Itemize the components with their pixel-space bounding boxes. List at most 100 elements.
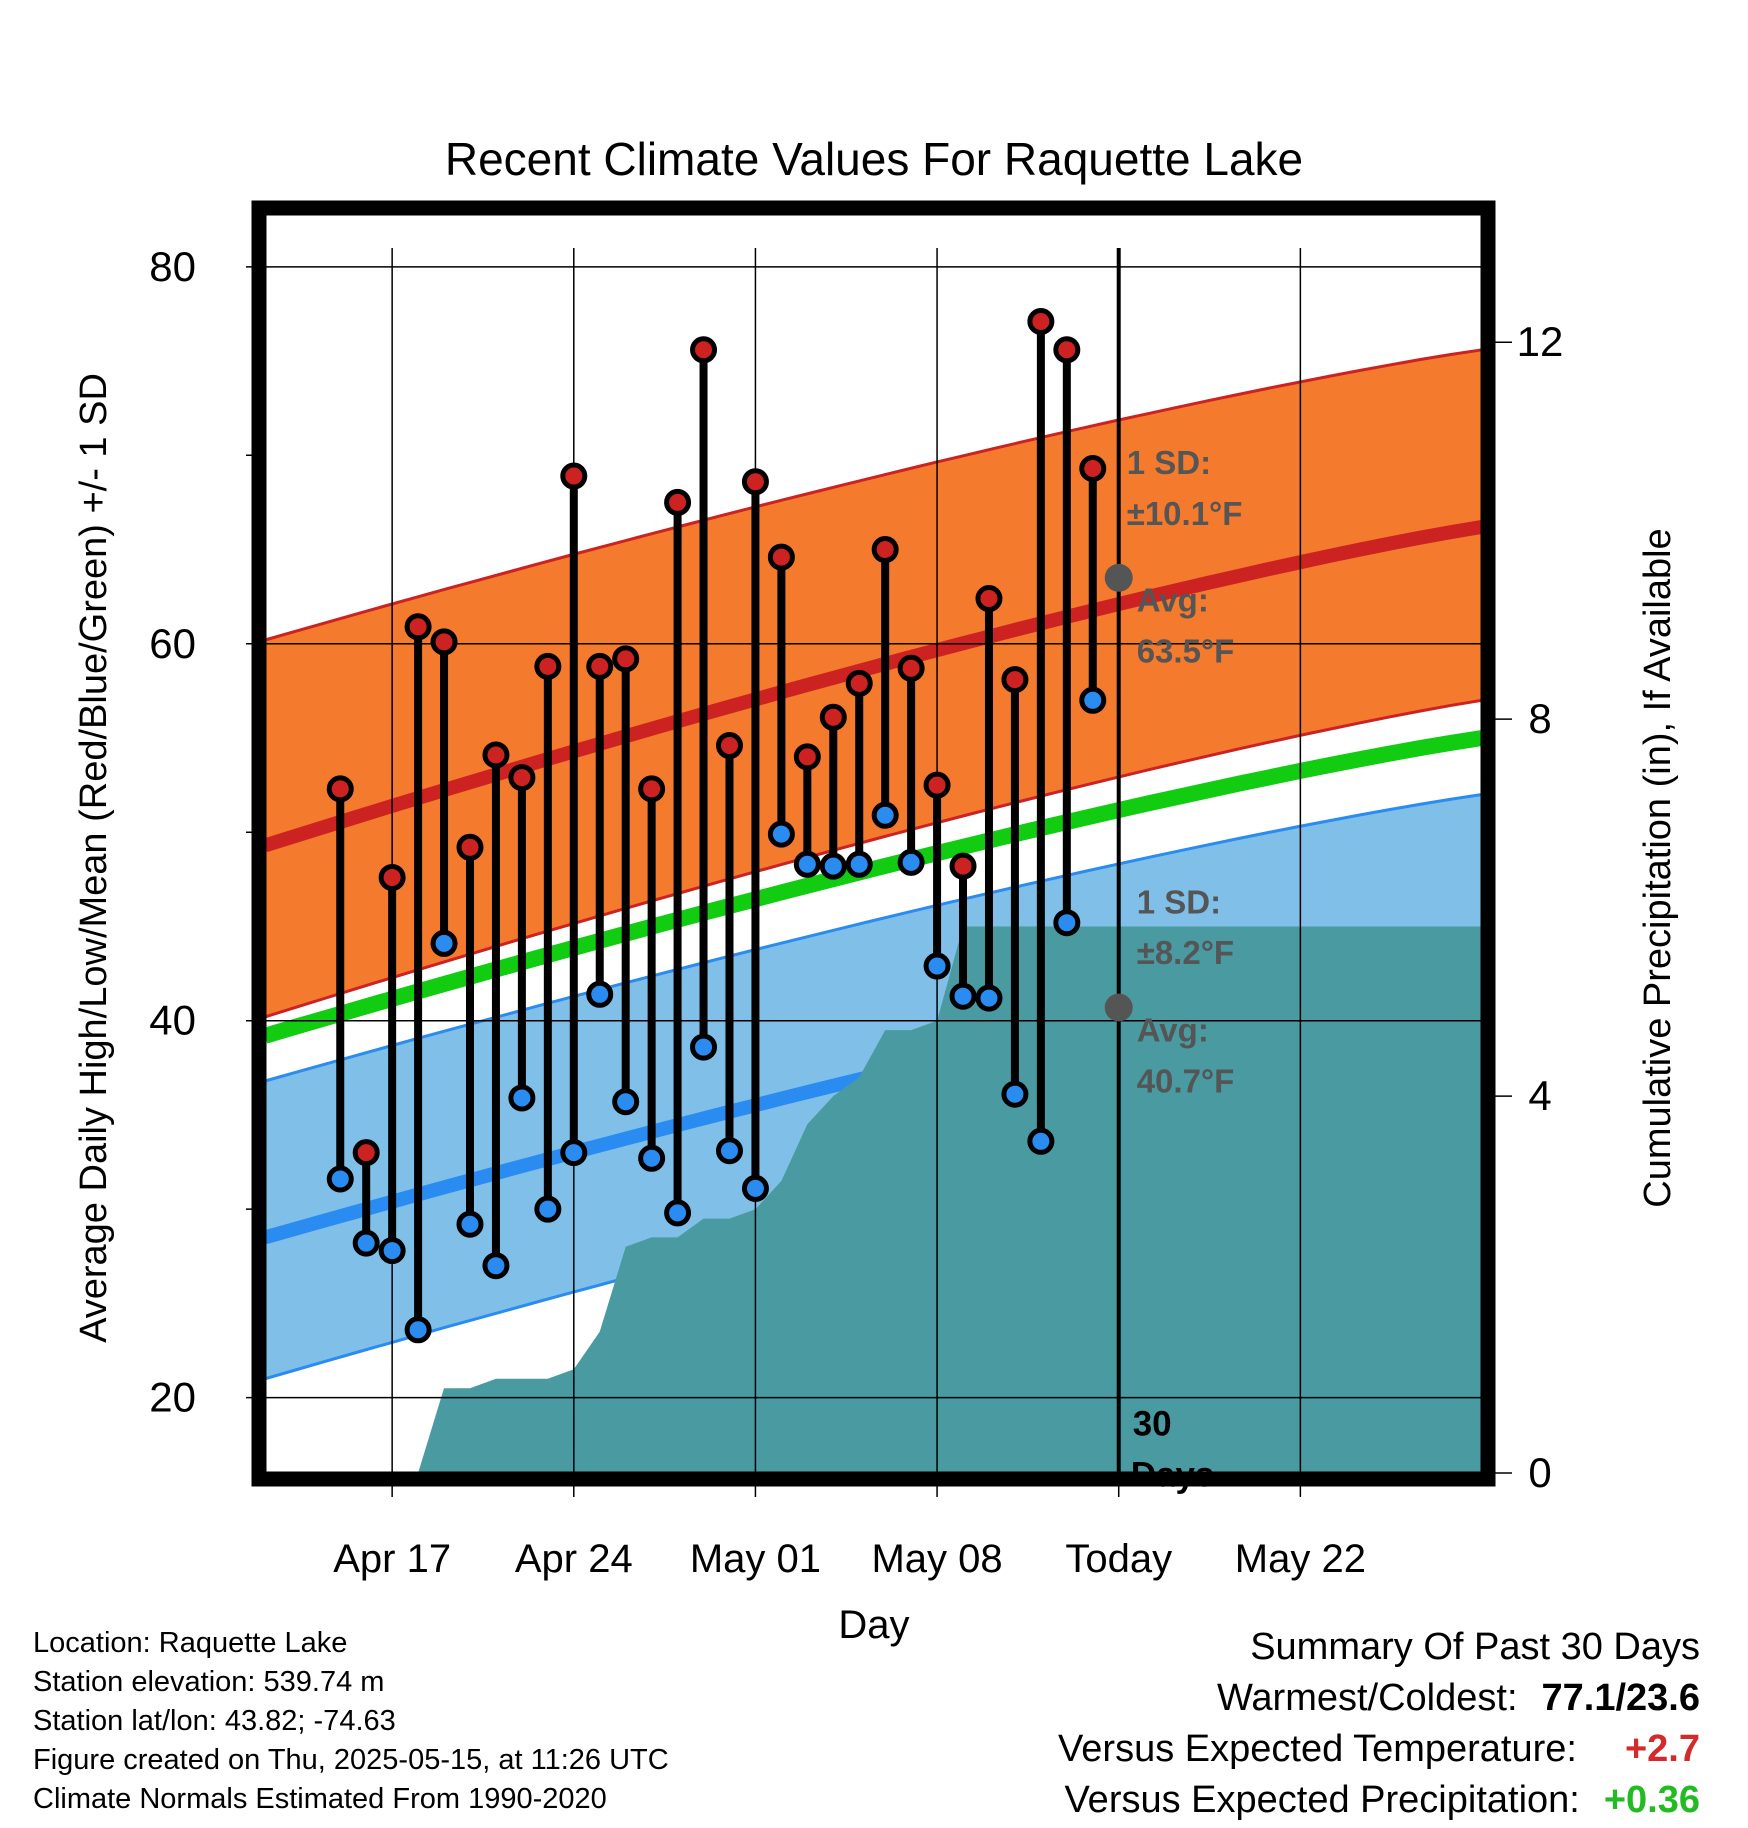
high-point: [1027, 308, 1055, 335]
high-point: [871, 536, 899, 564]
summary-temp-row: Versus Expected Temperature: +2.7: [1058, 1724, 1700, 1775]
x-tick-label: Today: [1065, 1537, 1172, 1581]
high-point: [767, 543, 795, 571]
latlon-text: Station lat/lon: 43.82; -74.63: [33, 1705, 396, 1737]
high-point: [638, 775, 666, 803]
y-tick-label: 80: [149, 243, 196, 290]
high-point: [1079, 455, 1107, 482]
created-text: Figure created on Thu, 2025-05-15, at 11…: [33, 1744, 669, 1776]
low-point: [664, 1199, 692, 1227]
high-sd-label-2: ±10.1°F: [1127, 495, 1243, 532]
low-point: [456, 1210, 484, 1238]
low-point: [1053, 909, 1081, 937]
low-point: [741, 1174, 769, 1202]
low-avg-label-2: 40.7°F: [1137, 1062, 1235, 1099]
high-point: [1001, 666, 1029, 694]
low-point: [560, 1139, 588, 1167]
high-point: [586, 652, 614, 680]
low-point: [508, 1084, 536, 1112]
high-point: [664, 488, 692, 516]
high-sd-band: [265, 349, 1482, 1017]
low-point: [819, 852, 847, 880]
low-point: [1079, 686, 1107, 714]
low-point: [767, 820, 795, 848]
precip-value: +0.36: [1603, 1779, 1700, 1821]
high-point: [793, 743, 821, 771]
high-point: [845, 669, 873, 697]
low-point: [326, 1165, 354, 1193]
location-text: Location: Raquette Lake: [33, 1627, 348, 1659]
high-point: [612, 645, 640, 673]
precip-label: Versus Expected Precipitation:: [1064, 1779, 1580, 1821]
warmest-value: 77.1/23.6: [1541, 1677, 1700, 1719]
low-point: [404, 1316, 432, 1344]
days-label-1: 30: [1133, 1404, 1172, 1443]
low-avg-label-1: Avg:: [1137, 1011, 1209, 1048]
chart-title: Recent Climate Values For Raquette Lake: [444, 133, 1304, 185]
high-point: [897, 654, 925, 682]
high-point: [430, 628, 458, 656]
high-sd-label-1: 1 SD:: [1127, 444, 1211, 481]
summary-panel: Summary Of Past 30 Days Warmest/Coldest:…: [1058, 1622, 1700, 1826]
y2-tick-label: 4: [1528, 1072, 1551, 1119]
high-point: [975, 585, 1003, 613]
summary-warmest-row: Warmest/Coldest: 77.1/23.6: [1058, 1673, 1700, 1724]
low-point: [430, 929, 458, 957]
high-point: [560, 462, 588, 490]
high-point: [690, 336, 718, 364]
high-point: [508, 764, 536, 792]
temp-value: +2.7: [1624, 1728, 1700, 1770]
y2-axis-label: Cumulative Precipitation (in), If Availa…: [1637, 528, 1679, 1207]
high-avg-label-2: 63.5°F: [1137, 633, 1235, 670]
y2-tick-label: 8: [1528, 695, 1551, 742]
summary-precip-row: Versus Expected Precipitation: +0.36: [1058, 1775, 1700, 1826]
y-axis-label: Average Daily High/Low/Mean (Red/Blue/Gr…: [73, 373, 115, 1343]
low-point: [949, 982, 977, 1010]
high-point: [378, 863, 406, 891]
high-point: [715, 732, 743, 760]
x-axis-label: Day: [838, 1603, 909, 1647]
low-sd-label-2: ±8.2°F: [1137, 934, 1234, 971]
low-point: [793, 850, 821, 878]
low-point: [923, 952, 951, 980]
x-tick-label: Apr 24: [515, 1537, 633, 1581]
x-tick-label: Apr 17: [333, 1537, 451, 1581]
high-point: [404, 613, 432, 641]
x-tick-label: May 22: [1235, 1537, 1366, 1581]
y-tick-label: 40: [149, 997, 196, 1044]
station-info: Location: Raquette Lake Station elevatio…: [33, 1624, 669, 1819]
high-point: [326, 775, 354, 803]
summary-heading: Summary Of Past 30 Days: [1250, 1626, 1700, 1668]
high-point: [923, 771, 951, 799]
high-point: [482, 741, 510, 769]
plot-frame: [251, 200, 1496, 1487]
high-point: [1053, 336, 1081, 364]
low-point: [690, 1033, 718, 1061]
y-tick-label: 60: [149, 620, 196, 667]
high-point: [456, 833, 484, 861]
high-point: [352, 1139, 380, 1167]
low-point: [1027, 1127, 1055, 1155]
low-point: [975, 984, 1003, 1012]
y-tick-label: 20: [149, 1374, 196, 1421]
warmest-label: Warmest/Coldest:: [1216, 1677, 1518, 1719]
y2-tick-label: 0: [1528, 1449, 1551, 1496]
high-avg-marker: [1104, 563, 1133, 592]
low-point: [715, 1137, 743, 1165]
low-avg-marker: [1104, 993, 1133, 1022]
x-tick-label: May 08: [871, 1537, 1002, 1581]
elevation-text: Station elevation: 539.74 m: [33, 1666, 385, 1698]
low-point: [378, 1237, 406, 1265]
low-point: [897, 848, 925, 876]
high-point: [741, 468, 769, 496]
high-point: [949, 852, 977, 880]
low-point: [845, 850, 873, 878]
normals-text: Climate Normals Estimated From 1990-2020: [33, 1783, 607, 1815]
low-point: [352, 1229, 380, 1257]
low-point: [638, 1144, 666, 1172]
low-point: [1001, 1080, 1029, 1108]
y2-tick-label: 12: [1517, 318, 1564, 365]
low-point: [534, 1195, 562, 1223]
temp-label: Versus Expected Temperature:: [1058, 1728, 1577, 1770]
